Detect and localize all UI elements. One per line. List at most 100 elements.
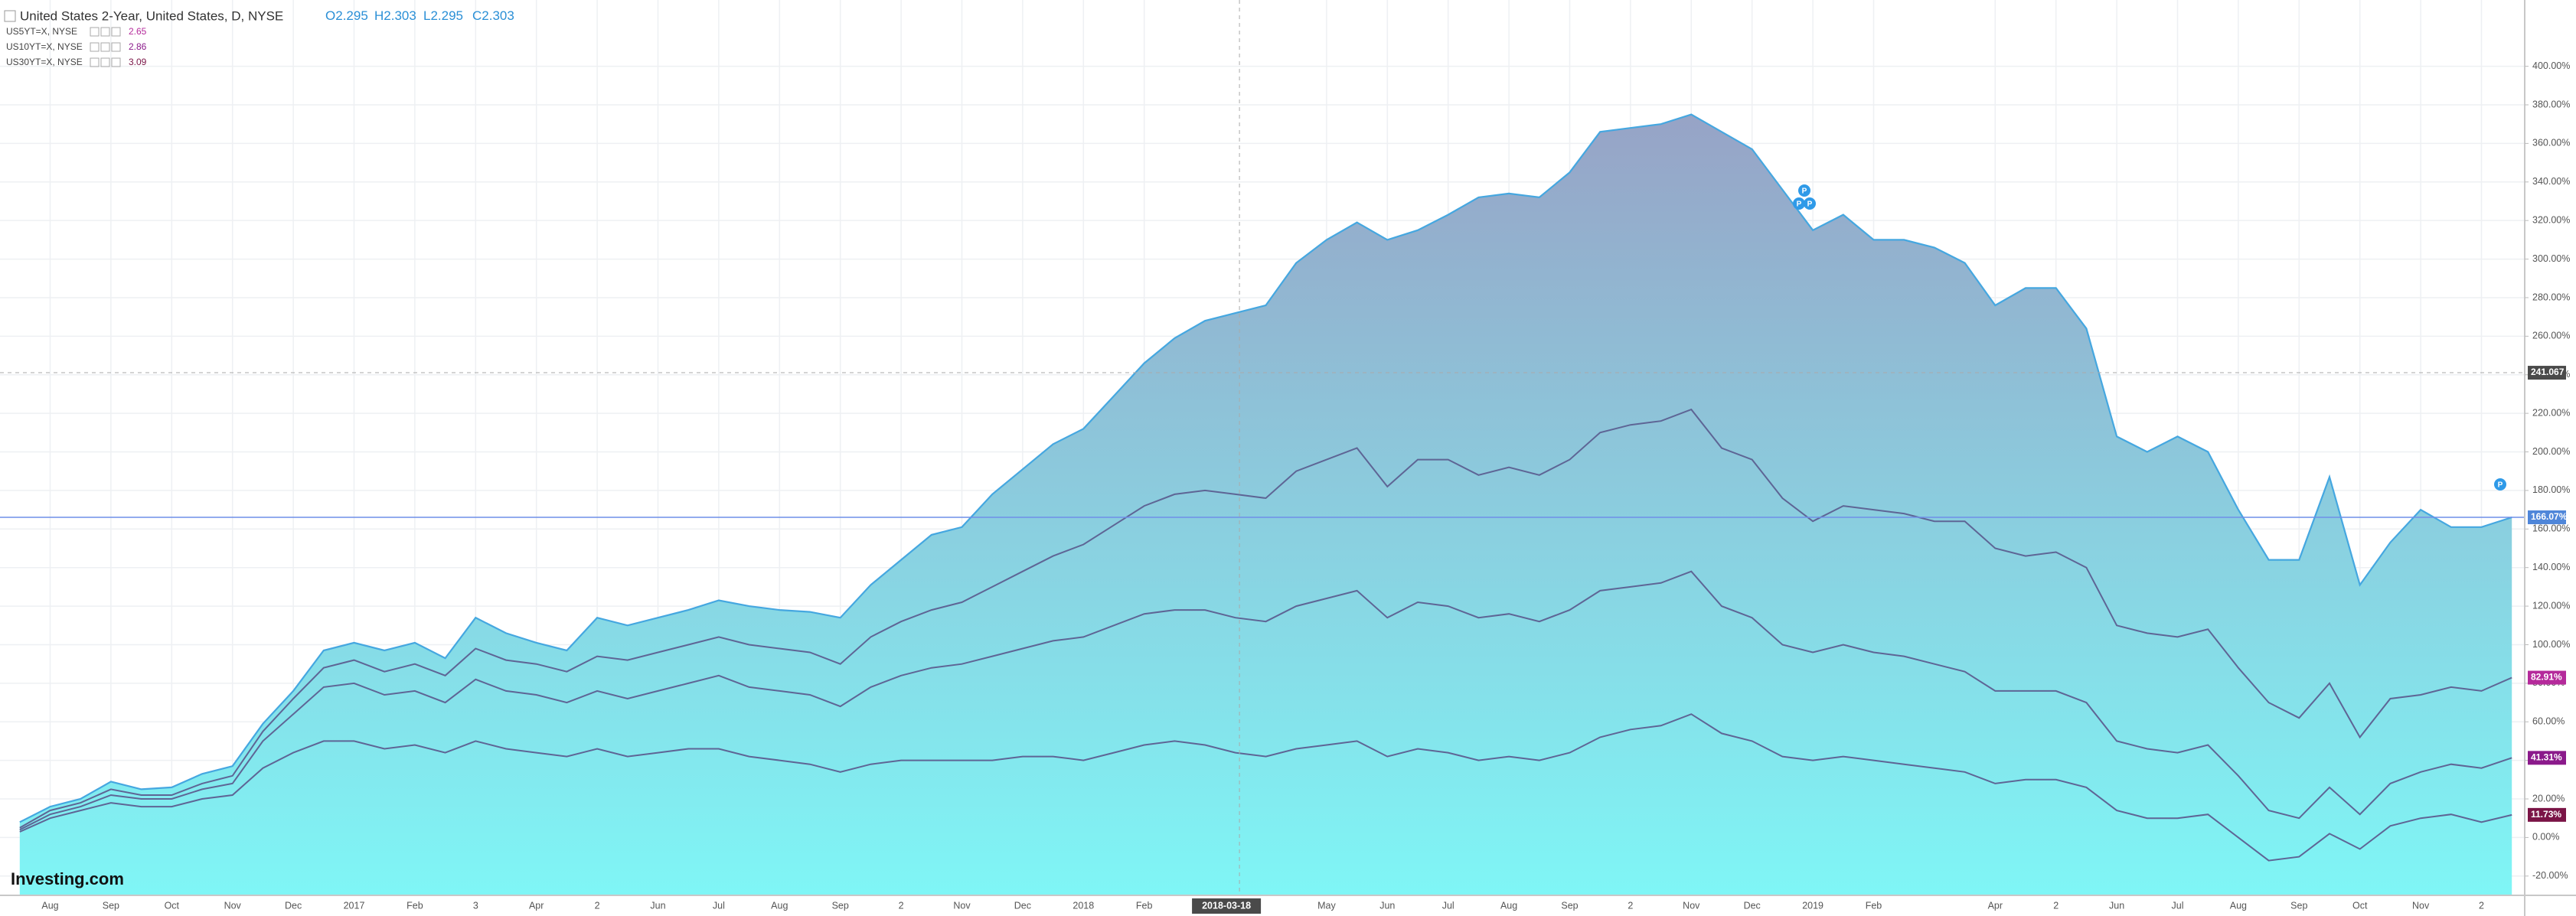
x-tick-label: 2 xyxy=(2053,900,2059,911)
ohlc-letter: L xyxy=(423,8,430,23)
x-tick-label: 2 xyxy=(2479,900,2484,911)
event-marker[interactable] xyxy=(2494,478,2506,491)
x-tick-label: Jul xyxy=(2172,900,2184,911)
y-tick-label: 140.00% xyxy=(2532,562,2570,572)
y-tick-label: 20.00% xyxy=(2532,793,2565,804)
y-tick-label: 320.00% xyxy=(2532,214,2570,225)
event-marker-label: P xyxy=(1802,187,1807,196)
end-label-bg xyxy=(2528,751,2566,765)
y-tick-label: 100.00% xyxy=(2532,639,2570,650)
y-tick-label: 380.00% xyxy=(2532,99,2570,109)
x-tick-label: Sep xyxy=(2290,900,2307,911)
series-line xyxy=(19,408,2512,829)
x-tick-label: Feb xyxy=(406,900,423,911)
x-tick-label: Oct xyxy=(2352,900,2368,911)
x-tick-label: Aug xyxy=(1500,900,1517,911)
x-tick-label: Aug xyxy=(41,900,58,911)
x-tick-label: Aug xyxy=(771,900,788,911)
x-tick-label: Oct xyxy=(165,900,180,911)
x-tick-label: Jun xyxy=(1379,900,1395,911)
event-marker[interactable] xyxy=(1804,197,1816,210)
y-tick-label: 400.00% xyxy=(2532,60,2570,71)
chart-header-title: United States 2-Year, United States, D, … xyxy=(20,8,283,23)
x-tick-label: Jul xyxy=(1442,900,1455,911)
end-label-bg xyxy=(2528,807,2566,822)
x-tick-label: Sep xyxy=(103,900,119,911)
crosshair-x-label: 2018-03-18 xyxy=(1202,900,1251,911)
x-tick-label: Nov xyxy=(224,900,242,911)
x-tick-label: 2 xyxy=(595,900,600,911)
x-tick-label: 3 xyxy=(473,900,478,911)
x-tick-label: Aug xyxy=(2230,900,2247,911)
event-marker[interactable] xyxy=(1798,184,1810,197)
end-label-bg xyxy=(2528,670,2566,685)
x-tick-label: 2017 xyxy=(344,900,365,911)
ohlc-number: 2.303 xyxy=(482,8,514,23)
legend-name: US30YT=X, NYSE xyxy=(6,57,83,67)
x-tick-label: Nov xyxy=(1683,900,1700,911)
collapse-icon[interactable] xyxy=(4,10,16,22)
x-tick-label: Nov xyxy=(953,900,971,911)
legend-icon[interactable] xyxy=(90,57,100,67)
crosshair-y-bg xyxy=(2528,366,2566,380)
y-tick-label: 120.00% xyxy=(2532,600,2570,611)
ohlc-number: 2.303 xyxy=(384,8,416,23)
crosshair-x-bg xyxy=(1192,898,1262,914)
x-tick-label: Sep xyxy=(1561,900,1578,911)
x-tick-label: Jun xyxy=(2109,900,2124,911)
x-tick-label: 2 xyxy=(1628,900,1633,911)
legend-icon[interactable] xyxy=(100,57,110,67)
ohlc-letter: C xyxy=(472,8,482,23)
x-tick-label: Feb xyxy=(1136,900,1153,911)
legend-icon[interactable] xyxy=(111,42,121,52)
x-tick-label: Feb xyxy=(1866,900,1882,911)
series-line xyxy=(19,713,2512,862)
ohlc-value: O2.295 xyxy=(325,8,368,23)
x-tick-label: Apr xyxy=(529,900,544,911)
legend-icon[interactable] xyxy=(111,27,121,37)
y-tick-label: 260.00% xyxy=(2532,331,2570,341)
series-line xyxy=(19,113,2512,823)
y-tick-label: -20.00% xyxy=(2532,870,2568,881)
x-tick-label: Jun xyxy=(650,900,665,911)
legend-name: US5YT=X, NYSE xyxy=(6,26,77,37)
y-tick-label: 160.00% xyxy=(2532,523,2570,534)
crosshair-y-label: 241.067 xyxy=(2531,367,2565,377)
x-tick-label: Dec xyxy=(1014,900,1031,911)
legend-icon[interactable] xyxy=(90,27,100,37)
x-tick-label: Nov xyxy=(2412,900,2430,911)
legend-icon[interactable] xyxy=(100,42,110,52)
x-tick-label: 2 xyxy=(899,900,904,911)
legend-value: 2.65 xyxy=(129,26,147,37)
ohlc-value: C2.303 xyxy=(472,8,514,23)
end-label: 41.31% xyxy=(2531,752,2562,763)
ohlc-value: L2.295 xyxy=(423,8,463,23)
event-marker-label: P xyxy=(1807,200,1813,209)
legend-icon[interactable] xyxy=(90,42,100,52)
y-tick-label: 220.00% xyxy=(2532,407,2570,418)
end-label: 11.73% xyxy=(2531,809,2561,820)
ohlc-letter: H xyxy=(374,8,384,23)
x-tick-label: Dec xyxy=(1744,900,1761,911)
x-tick-label: 2019 xyxy=(1802,900,1823,911)
legend-value: 3.09 xyxy=(129,57,147,67)
x-tick-label: Sep xyxy=(832,900,849,911)
ohlc-letter: O xyxy=(325,8,335,23)
legend-name: US10YT=X, NYSE xyxy=(6,41,83,52)
y-tick-label: 280.00% xyxy=(2532,292,2570,302)
ohlc-value: H2.303 xyxy=(374,8,416,23)
x-tick-label: Dec xyxy=(285,900,302,911)
event-marker[interactable] xyxy=(1793,197,1805,210)
y-tick-label: 200.00% xyxy=(2532,446,2570,457)
legend-icon[interactable] xyxy=(111,57,121,67)
x-tick-label: May xyxy=(1317,900,1336,911)
series-line xyxy=(19,570,2512,831)
ohlc-number: 2.295 xyxy=(430,8,463,23)
y-tick-label: 340.00% xyxy=(2532,176,2570,187)
legend-icon[interactable] xyxy=(100,27,110,37)
end-label: 82.91% xyxy=(2531,672,2562,683)
y-tick-label: 0.00% xyxy=(2532,832,2559,843)
event-marker-label: P xyxy=(1797,200,1802,209)
